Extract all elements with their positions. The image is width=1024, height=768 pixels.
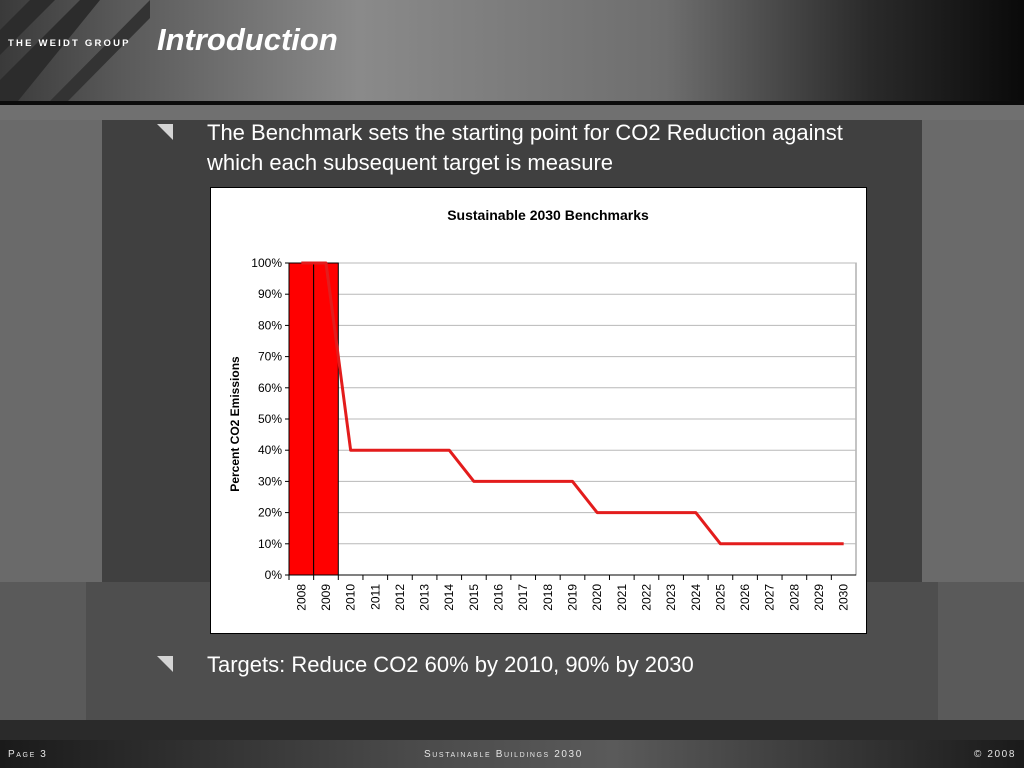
bullet-text-2: Targets: Reduce CO2 60% by 2010, 90% by … — [207, 652, 694, 677]
slide-header: THE WEIDT GROUP Introduction — [0, 0, 1024, 101]
bottom-strip — [0, 720, 1024, 740]
y-tick-label: 80% — [258, 318, 282, 332]
chart-svg: Sustainable 2030 Benchmarks Percent CO2 … — [228, 207, 857, 611]
bar — [288, 262, 315, 576]
bullet-text-1: The Benchmark sets the starting point fo… — [207, 120, 843, 175]
y-tick-label: 30% — [258, 474, 282, 488]
y-tick-label: 70% — [258, 350, 282, 364]
bullet-arrow-icon — [157, 124, 173, 140]
x-tick-label: 2014 — [442, 584, 456, 611]
x-tick-label: 2022 — [639, 584, 653, 611]
x-tick-label: 2013 — [418, 584, 432, 611]
slide-footer: Page 3 Sustainable Buildings 2030 © 2008 — [0, 740, 1024, 768]
x-tick-label: 2026 — [738, 584, 752, 611]
y-tick-label: 90% — [258, 287, 282, 301]
x-tick-label: 2011 — [368, 584, 382, 610]
x-tick-label: 2028 — [787, 584, 801, 611]
page-number: Page 3 — [8, 749, 48, 760]
y-tick-label: 100% — [251, 256, 282, 270]
x-tick-label: 2020 — [590, 584, 604, 611]
header-rule — [0, 101, 1024, 105]
y-tick-label: 20% — [258, 506, 282, 520]
x-tick-label: 2025 — [713, 584, 727, 611]
bullet-arrow-icon — [157, 656, 173, 672]
x-tick-label: 2012 — [393, 584, 407, 611]
y-tick-label: 50% — [258, 412, 282, 426]
x-tick-label: 2009 — [319, 584, 333, 611]
x-tick-label: 2010 — [344, 584, 358, 611]
diagonal-stripes-decoration — [0, 0, 150, 101]
footer-title: Sustainable Buildings 2030 — [424, 749, 583, 760]
x-tick-label: 2021 — [615, 584, 629, 611]
chart-title: Sustainable 2030 Benchmarks — [447, 207, 649, 223]
x-tick-label: 2016 — [492, 584, 506, 611]
bar — [313, 262, 339, 576]
x-tick-label: 2017 — [516, 584, 530, 611]
background-band — [0, 105, 1024, 120]
x-tick-label: 2019 — [566, 584, 580, 611]
y-tick-label: 40% — [258, 443, 282, 457]
y-tick-label: 0% — [265, 568, 283, 582]
y-tick-label: 10% — [258, 537, 282, 551]
x-tick-label: 2015 — [467, 584, 481, 611]
series-line — [301, 261, 844, 546]
slide-title: Introduction — [157, 22, 338, 57]
y-tick-label: 60% — [258, 381, 282, 395]
y-axis-label: Percent CO2 Emissions — [228, 356, 242, 492]
benchmark-chart: Sustainable 2030 Benchmarks Percent CO2 … — [210, 187, 867, 634]
x-tick-label: 2029 — [812, 584, 826, 611]
x-tick-label: 2027 — [763, 584, 777, 611]
x-tick-label: 2023 — [664, 584, 678, 611]
copyright: © 2008 — [974, 749, 1016, 760]
x-tick-label: 2024 — [689, 584, 703, 611]
x-tick-label: 2030 — [837, 584, 851, 611]
company-logo: THE WEIDT GROUP — [8, 38, 131, 49]
x-tick-label: 2018 — [541, 584, 555, 611]
x-tick-label: 2008 — [294, 584, 308, 611]
